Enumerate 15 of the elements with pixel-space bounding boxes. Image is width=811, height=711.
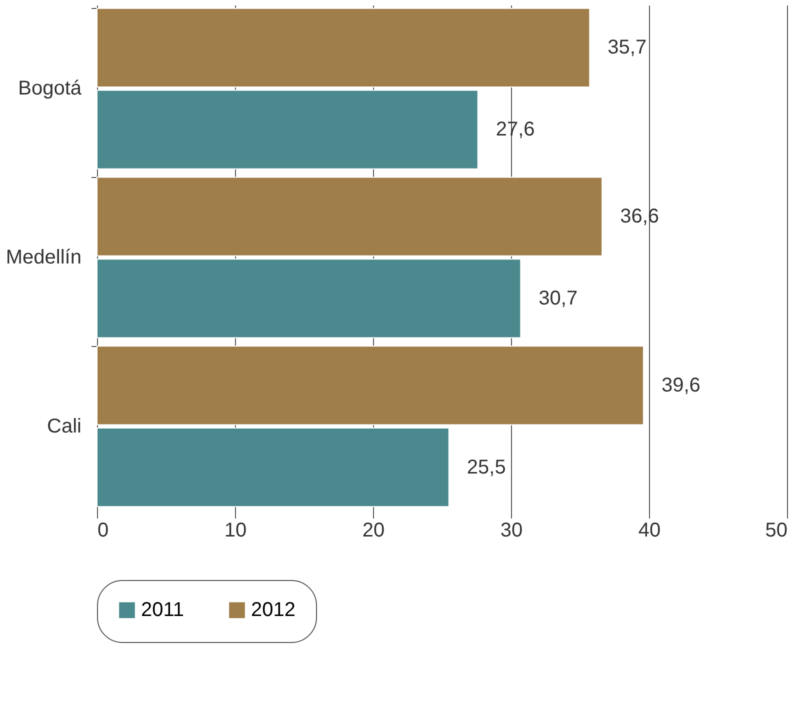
- legend-label: 2012: [251, 599, 296, 622]
- data-label: 35,7: [608, 36, 647, 59]
- x-tick-label: 40: [638, 520, 661, 542]
- y-tick-label: Cali: [47, 415, 82, 438]
- y-tick-label: Medellín: [6, 246, 82, 268]
- x-tick-label: 20: [362, 520, 385, 542]
- data-label: 25,5: [466, 456, 506, 478]
- x-tick-label: 0: [98, 520, 109, 542]
- x-tick-label: 10: [224, 520, 247, 542]
- x-tick-label: 50: [765, 520, 788, 542]
- data-label: 30,7: [538, 287, 578, 310]
- data-label: 39,6: [661, 374, 700, 396]
- x-tick-label: 30: [500, 520, 523, 542]
- legend-label: 2011: [141, 599, 184, 622]
- y-tick-label: Bogotá: [18, 78, 82, 100]
